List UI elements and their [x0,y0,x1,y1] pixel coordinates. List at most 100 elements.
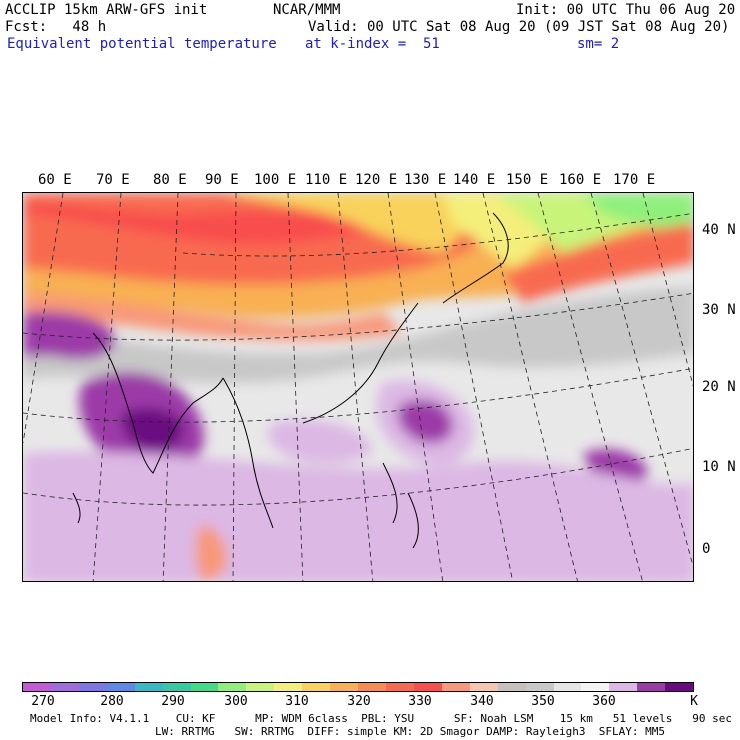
graticule [23,193,693,581]
meridian-150 [537,193,643,581]
colorbar-swatch [358,683,386,691]
purple-south [23,451,693,581]
colorbar-swatch [302,683,331,691]
band-300 [583,193,693,230]
colorbar-swatch [385,683,414,691]
institution-label: NCAR/MMM [273,2,341,18]
purple-scs [268,419,373,464]
colorbar-tick: 360 [592,694,616,709]
meridian-110 [337,193,374,581]
model-info-line2: LW: RRTMG SW: RRTMG DIFF: simple KM: 2D … [155,725,665,738]
meridian-60 [23,193,64,444]
smoothing-value: sm= 2 [577,36,620,52]
colorbar-swatch [218,683,247,691]
colorbar-tick: 310 [285,694,309,709]
india-coast [92,332,224,474]
lon-label: 130 E [404,172,447,188]
init-time: Init: 00 UTC Thu 06 Aug 20 [516,2,736,18]
colorbar-swatch [50,683,79,691]
forecast-hour: Fcst: 48 h [5,19,107,35]
japan-coast [442,212,509,304]
colorbar-unit: K [690,694,698,709]
lon-label: 160 E [559,172,602,188]
colorbar-swatch [78,683,107,691]
colorbar-tick: 300 [224,694,248,709]
level-index: at k-index = 51 [305,36,440,52]
model-info-line1: Model Info: V4.1.1 CU: KF MP: WDM 6class… [30,712,732,725]
parallel-0 [23,447,693,506]
warm-sumatra [195,523,227,581]
colorbar-swatch [441,683,470,691]
meridian-130 [434,193,514,581]
colorbar-tick: 270 [31,694,55,709]
lon-label: 150 E [506,172,549,188]
meridian-170 [642,193,693,387]
purple-wpac-core [397,399,453,444]
lat-label: 0 [702,541,711,557]
colorbar-tick: 280 [100,694,124,709]
meridian-100 [287,193,304,581]
field-name: Equivalent potential temperature [7,36,277,52]
valid-time: Valid: 00 UTC Sat 08 Aug 20 (09 JST Sat … [308,19,730,35]
lat-label: 30 N [702,302,736,318]
model-title: ACCLIP 15km ARW-GFS init [5,2,208,18]
lon-label: 100 E [254,172,297,188]
lat-label: 10 N [702,459,736,475]
lon-label: 90 E [205,172,239,188]
colorbar-swatch [609,683,638,691]
colorbar-swatch [497,683,526,691]
colorbar-swatch [106,683,135,691]
theta-e-map [22,192,694,582]
china-coast [302,302,419,424]
colorbar-swatch [246,683,275,691]
lat-label: 40 N [702,222,736,238]
meridian-80 [162,193,179,581]
purple-west [23,311,115,360]
meridian-140 [482,193,578,581]
meridian-70 [92,193,122,581]
colorbar-swatch [581,683,610,691]
meridian-90 [232,193,237,581]
philippines-coast [382,462,419,549]
colorbar-swatch [190,683,219,691]
colorbar-tick: 330 [408,694,432,709]
band-330-east [503,223,693,303]
colorbar [22,682,694,692]
band-350 [23,288,693,383]
parallel-30 [182,212,693,257]
meridian-160 [590,193,693,568]
colorbar-tick: 350 [531,694,555,709]
colorbar-swatch [134,683,163,691]
colorbar-ticks: 270 280 290 300 310 320 330 340 350 360 … [22,694,698,709]
colorbar-swatch [469,683,498,691]
colorbar-swatch [413,683,442,691]
colorbar-swatch [553,683,582,691]
meridian-120 [387,193,444,581]
parallel-20 [23,292,693,341]
colorbar-swatch [23,683,51,691]
lon-label: 70 E [96,172,130,188]
lon-label: 80 E [153,172,187,188]
colorbar-swatch [274,683,303,691]
lon-label: 60 E [38,172,72,188]
sri-lanka-coast [72,492,81,524]
colorbar-tick: 290 [161,694,185,709]
colorbar-tick: 340 [470,694,494,709]
colorbar-tick: 320 [347,694,371,709]
colorbar-swatch [665,683,694,691]
colorbar-swatch [525,683,554,691]
band-315 [223,193,493,253]
band-340 [23,293,403,341]
colorbar-swatch [330,683,359,691]
band-335 [23,203,383,245]
colorbar-swatch [637,683,666,691]
colorbar-swatch [162,683,191,691]
theta-e-field [23,193,693,581]
lon-label: 140 E [453,172,496,188]
lon-label: 110 E [305,172,348,188]
lon-label: 120 E [355,172,398,188]
lon-label: 170 E [613,172,656,188]
map-svg [23,193,693,581]
parallel-10 [23,367,693,423]
lat-label: 20 N [702,379,736,395]
